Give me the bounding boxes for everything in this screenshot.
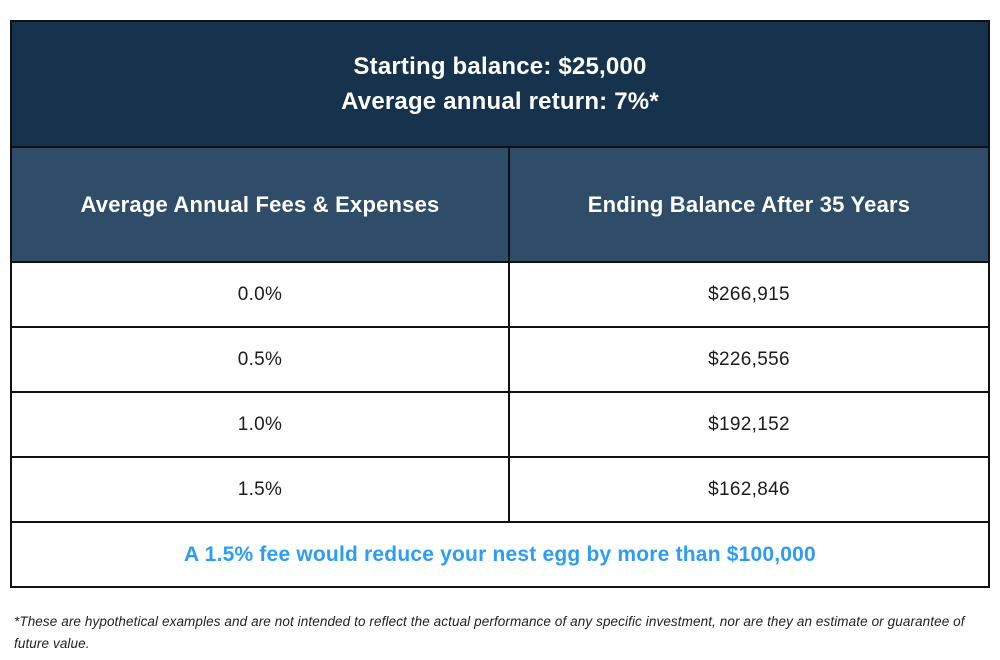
balance-cell: $266,915 bbox=[708, 283, 790, 305]
column-header-fees: Average Annual Fees & Expenses bbox=[12, 148, 510, 261]
balance-cell: $226,556 bbox=[708, 348, 790, 370]
nest-egg-callout: A 1.5% fee would reduce your nest egg by… bbox=[184, 542, 816, 566]
column-header-row: Average Annual Fees & Expenses Ending Ba… bbox=[12, 148, 988, 263]
table-row: 1.5% $162,846 bbox=[12, 458, 988, 523]
balance-cell: $162,846 bbox=[708, 478, 790, 500]
fees-impact-table: Starting balance: $25,000 Average annual… bbox=[10, 20, 990, 588]
disclaimer-footnote: *These are hypothetical examples and are… bbox=[14, 613, 965, 651]
balance-cell: $192,152 bbox=[708, 413, 790, 435]
annual-return-line: Average annual return: 7%* bbox=[341, 88, 659, 115]
fee-cell: 1.0% bbox=[12, 393, 510, 456]
fee-cell: 1.5% bbox=[12, 458, 510, 521]
table-row: 1.0% $192,152 bbox=[12, 393, 988, 458]
starting-balance-line: Starting balance: $25,000 bbox=[353, 53, 647, 80]
table-row: 0.5% $226,556 bbox=[12, 328, 988, 393]
fee-cell: 0.0% bbox=[12, 263, 510, 326]
fee-cell: 0.5% bbox=[12, 328, 510, 391]
column-header-balance: Ending Balance After 35 Years bbox=[587, 191, 911, 217]
callout-row: A 1.5% fee would reduce your nest egg by… bbox=[12, 523, 988, 586]
table-title-header: Starting balance: $25,000 Average annual… bbox=[12, 22, 988, 148]
table-row: 0.0% $266,915 bbox=[12, 263, 988, 328]
